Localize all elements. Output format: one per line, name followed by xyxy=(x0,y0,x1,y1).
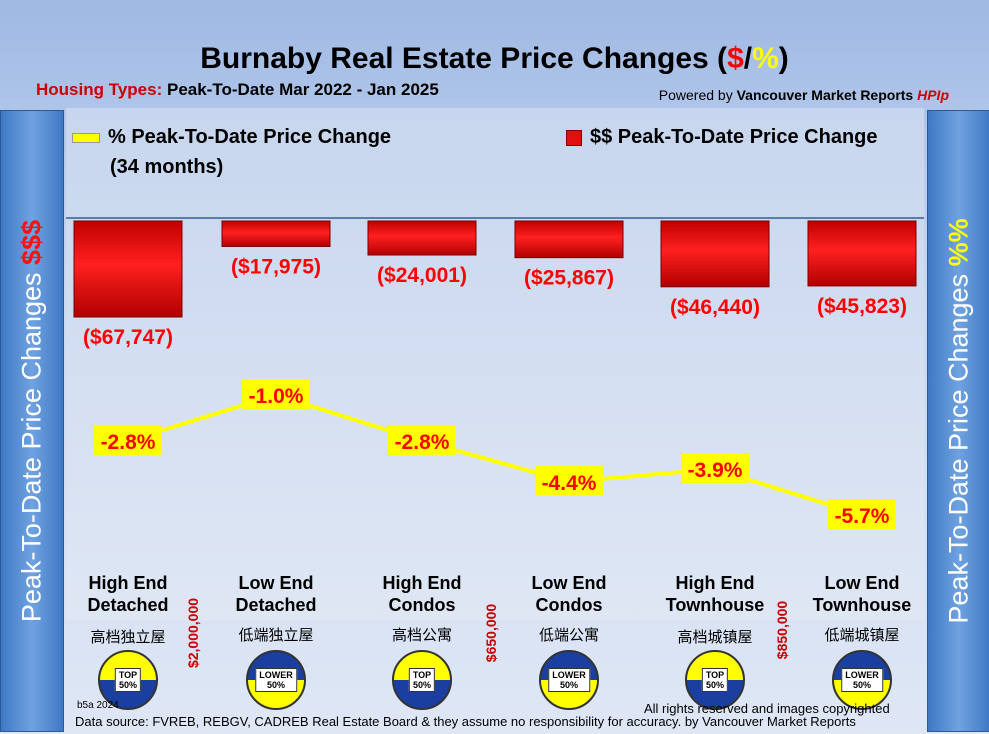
lower-50-badge-2: LOWER 50% xyxy=(246,650,306,710)
title-text: Burnaby Real Estate Price Changes ( xyxy=(200,42,728,75)
bar-label-6: ($45,823) xyxy=(817,295,907,318)
category-line2: Townhouse xyxy=(812,595,912,615)
category-label-6: Low End Townhouse xyxy=(787,572,937,616)
powered-by: Powered by Vancouver Market Reports HPIp xyxy=(659,87,949,103)
point-label-6: -5.7% xyxy=(835,505,890,528)
title-percent: % xyxy=(752,42,779,75)
powered-hpi: HPIp xyxy=(917,87,949,103)
bar-3 xyxy=(367,220,477,256)
lower-50-badge-4: LOWER 50% xyxy=(539,650,599,710)
legend-dollar-label: $$ Peak-To-Date Price Change xyxy=(590,126,878,148)
legend-bar-swatch xyxy=(566,129,582,146)
badge-label: TOP 50% xyxy=(114,668,142,692)
powered-name: Vancouver Market Reports xyxy=(736,87,914,103)
price-threshold-3: $850,000 xyxy=(774,600,790,660)
point-label-4: -4.4% xyxy=(542,472,597,495)
copyright-note: All rights reserved and images copyright… xyxy=(644,701,890,716)
title-dollar: $ xyxy=(727,42,744,75)
version-tag: b5a 2024 xyxy=(77,700,119,711)
bar-6 xyxy=(807,220,917,287)
category-line1: Low End xyxy=(238,573,314,593)
category-line2: Condos xyxy=(388,595,456,615)
bar-label-2: ($17,975) xyxy=(231,255,321,278)
legend-line-swatch xyxy=(72,132,100,143)
price-threshold-2: $650,000 xyxy=(483,603,499,663)
point-label-bg-6 xyxy=(828,499,896,529)
bar-5 xyxy=(660,220,770,288)
point-label-2: -1.0% xyxy=(249,385,304,408)
category-line1: High End xyxy=(382,573,462,593)
badge-label: LOWER 50% xyxy=(255,668,297,692)
point-label-bg-2 xyxy=(242,379,310,409)
badge-label: TOP 50% xyxy=(701,668,729,692)
top-50-badge-5: TOP 50% xyxy=(685,650,745,710)
point-label-bg-5 xyxy=(681,453,749,484)
category-line1: Low End xyxy=(531,573,607,593)
category-label-3: High End Condos xyxy=(347,572,497,616)
badge-label: LOWER 50% xyxy=(841,668,883,692)
category-chinese-4: 低端公寓 xyxy=(538,627,599,644)
subtitle-period: Peak-To-Date Mar 2022 - Jan 2025 xyxy=(166,80,439,99)
price-threshold-1: $2,000,000 xyxy=(185,597,201,669)
bar-label-3: ($24,001) xyxy=(377,264,467,287)
point-label-bg-1 xyxy=(94,424,162,455)
title-end: ) xyxy=(778,42,789,75)
category-chinese-1: 高档独立屋 xyxy=(90,629,166,646)
category-chinese-2: 低端独立屋 xyxy=(238,627,314,644)
category-line1: High End xyxy=(675,573,755,593)
bar-4 xyxy=(514,220,624,259)
category-label-5: High End Townhouse xyxy=(640,572,790,616)
page-title: Burnaby Real Estate Price Changes ($/%) xyxy=(0,42,989,76)
category-line2: Condos xyxy=(535,595,603,615)
subtitle: Housing Types: Peak-To-Date Mar 2022 - J… xyxy=(36,80,439,100)
legend-percent-label: % Peak-To-Date Price Change xyxy=(108,126,392,148)
category-line1: High End xyxy=(88,573,168,593)
category-label-1: High End Detached xyxy=(53,572,203,616)
point-label-3: -2.8% xyxy=(395,431,450,454)
category-chinese-6: 低端城镇屋 xyxy=(824,627,900,644)
title-slash: / xyxy=(743,42,753,75)
legend-dollar: $$ Peak-To-Date Price Change xyxy=(566,126,878,149)
data-source: Data source: FVREB, REBGV, CADREB Real E… xyxy=(75,714,856,729)
category-line2: Detached xyxy=(235,595,317,615)
legend-percent: % Peak-To-Date Price Change xyxy=(72,126,391,149)
lower-50-badge-6: LOWER 50% xyxy=(832,650,892,710)
category-chinese-3: 高档公寓 xyxy=(391,627,452,644)
percent-line xyxy=(127,393,863,517)
legend-months: (34 months) xyxy=(110,156,224,178)
bar-2 xyxy=(221,220,331,247)
badge-label: LOWER 50% xyxy=(548,668,590,692)
category-label-2: Low End Detached xyxy=(201,572,351,616)
point-label-1: -2.8% xyxy=(101,431,156,454)
powered-prefix: Powered by xyxy=(658,87,733,103)
category-chinese-5: 高档城镇屋 xyxy=(677,629,753,646)
category-line2: Detached xyxy=(87,595,169,615)
bar-label-5: ($46,440) xyxy=(670,296,760,319)
left-axis-banner: Peak-To-Date Price Changes $$$ xyxy=(0,110,64,732)
top-50-badge-3: TOP 50% xyxy=(392,650,452,710)
category-label-4: Low End Condos xyxy=(494,572,644,616)
right-axis-banner: Peak-To-Date Price Changes %% xyxy=(927,110,989,732)
subtitle-label: Housing Types: xyxy=(36,80,163,99)
badge-label: TOP 50% xyxy=(408,668,436,692)
point-label-5: -3.9% xyxy=(688,459,743,482)
point-label-bg-3 xyxy=(388,424,456,455)
top-50-badge-1: TOP 50% xyxy=(98,650,158,710)
bar-label-4: ($25,867) xyxy=(524,267,614,290)
bar-label-1: ($67,747) xyxy=(83,326,173,349)
bar-1 xyxy=(73,220,183,318)
category-line1: Low End xyxy=(824,573,900,593)
plot-area xyxy=(66,108,924,620)
category-line2: Townhouse xyxy=(665,595,765,615)
point-label-bg-4 xyxy=(535,465,603,496)
